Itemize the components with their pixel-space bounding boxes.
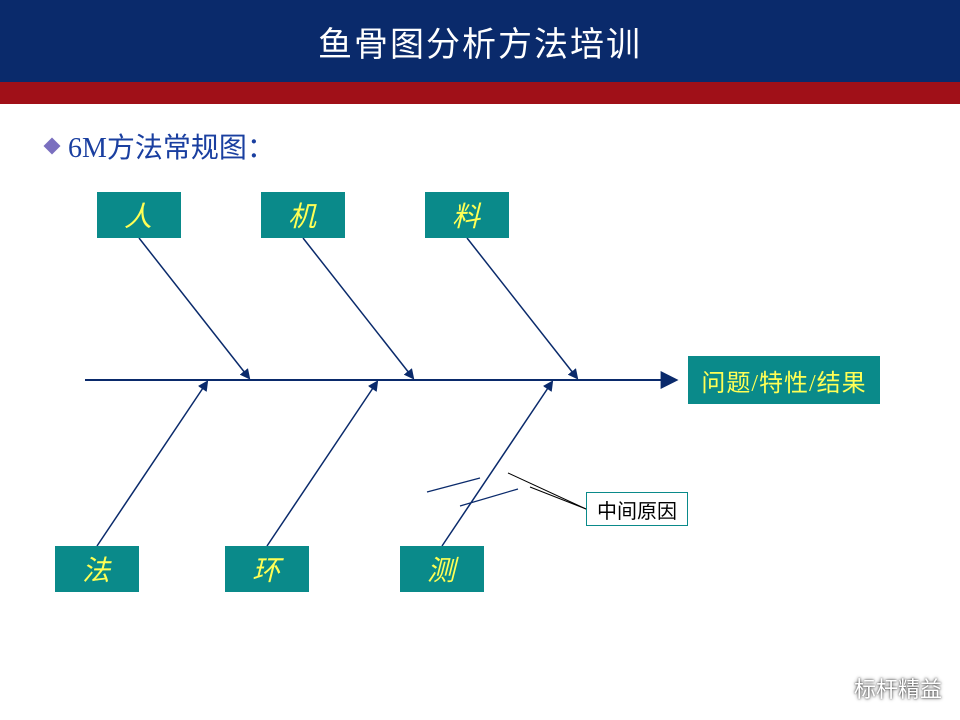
category-box-top-2: 料 bbox=[425, 192, 509, 238]
category-box-top-0: 人 bbox=[97, 192, 181, 238]
watermark: 标杆精益 bbox=[822, 672, 942, 704]
category-box-bottom-2: 测 bbox=[400, 546, 484, 592]
category-box-bottom-1: 环 bbox=[225, 546, 309, 592]
result-box: 问题/特性/结果 bbox=[688, 356, 880, 404]
bullet-icon bbox=[44, 138, 61, 155]
page-title: 鱼骨图分析方法培训 bbox=[318, 17, 642, 66]
watermark-text: 标杆精益 bbox=[854, 672, 942, 704]
header: 鱼骨图分析方法培训 bbox=[0, 0, 960, 104]
fishbone-diagram: 人 机 料法 环 测 问题/特性/结果中间原因 bbox=[0, 160, 960, 660]
mid-cause-box: 中间原因 bbox=[586, 492, 688, 526]
header-red-band bbox=[0, 82, 960, 104]
chat-bubble-icon bbox=[822, 677, 848, 699]
header-blue-band: 鱼骨图分析方法培训 bbox=[0, 0, 960, 82]
category-box-bottom-0: 法 bbox=[55, 546, 139, 592]
category-box-top-1: 机 bbox=[261, 192, 345, 238]
